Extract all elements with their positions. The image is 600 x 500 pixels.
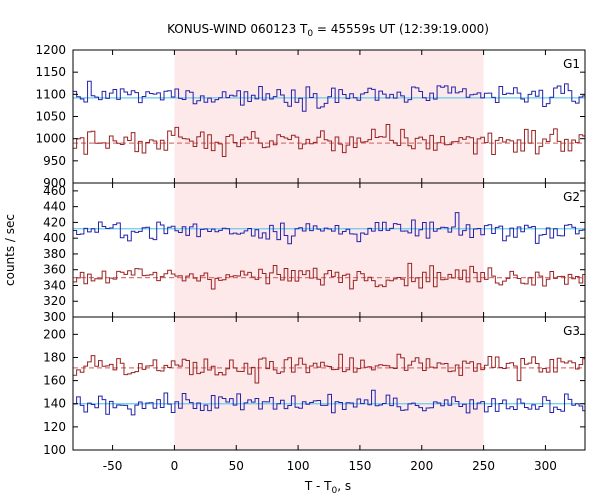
lightcurve-red <box>73 124 585 157</box>
highlight-interval <box>174 317 484 450</box>
lightcurve-red <box>73 262 585 290</box>
y-axis-label: counts / sec <box>3 214 17 286</box>
x-axis: -50 0 50 100 150 200 250 300 <box>103 459 557 473</box>
y-tick-label: 1200 <box>35 43 66 57</box>
y-tick-label: 1000 <box>35 132 66 146</box>
y-tick-label: 1150 <box>35 65 66 79</box>
y-tick-label: 400 <box>43 231 66 245</box>
chart-title: KONUS-WIND 060123 T0 = 45559s UT (12:39:… <box>167 22 489 39</box>
y-tick-label: 340 <box>43 278 66 292</box>
y-tick-label: 300 <box>43 310 66 324</box>
y-tick-label: 200 <box>43 327 66 341</box>
panel-label: G2 <box>563 190 580 204</box>
highlight-interval <box>174 50 484 183</box>
y-tick-label: 100 <box>43 443 66 457</box>
y-tick-label: 380 <box>43 247 66 261</box>
x-tick-label: -50 <box>103 459 123 473</box>
y-tick-label: 140 <box>43 397 66 411</box>
x-axis-label: T - T0, s <box>304 479 351 496</box>
panel-g3: 100 120 140 160 180 200 G3 <box>43 316 586 457</box>
y-tick-label: 900 <box>43 176 66 190</box>
highlight-interval <box>174 183 484 317</box>
panels-group: 900 950 1000 1050 1100 1150 1200 G1 300 320 340360… <box>35 43 586 457</box>
panel-label: G3 <box>563 324 580 338</box>
x-tick-label: 150 <box>348 459 371 473</box>
lightcurve-blue <box>73 80 585 112</box>
y-tick-label: 440 <box>43 200 66 214</box>
lightcurve-blue <box>73 212 585 245</box>
y-tick-label: 160 <box>43 374 66 388</box>
y-tick-label: 180 <box>43 350 66 364</box>
x-tick-label: 100 <box>287 459 310 473</box>
lightcurve-red <box>73 353 585 384</box>
panel-label: G1 <box>563 57 580 71</box>
y-tick-label: 120 <box>43 420 66 434</box>
y-tick-label: 460 <box>43 184 66 198</box>
lightcurve-blue <box>73 389 585 416</box>
x-tick-label: 50 <box>229 459 244 473</box>
x-tick-label: 200 <box>410 459 433 473</box>
panel-frame <box>72 316 586 451</box>
y-tick-label: 950 <box>43 154 66 168</box>
y-tick-label: 320 <box>43 294 66 308</box>
x-tick-label: 0 <box>171 459 179 473</box>
x-tick-label: 300 <box>534 459 557 473</box>
y-tick-label: 1050 <box>35 110 66 124</box>
y-tick-label: 360 <box>43 263 66 277</box>
panel-g1: 900 950 1000 1050 1100 1150 1200 G1 <box>35 43 586 190</box>
x-tick-label: 250 <box>472 459 495 473</box>
y-tick-label: 420 <box>43 215 66 229</box>
y-tick-label: 1100 <box>35 87 66 101</box>
